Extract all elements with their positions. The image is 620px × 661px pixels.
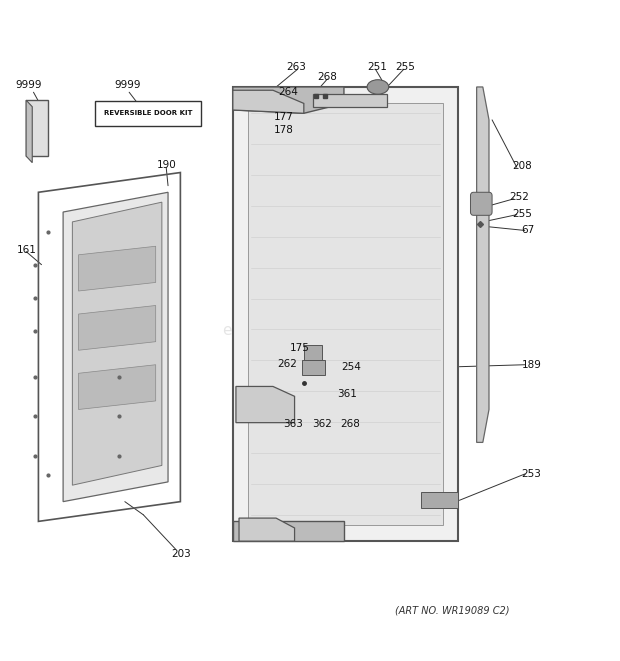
- Text: 203: 203: [172, 549, 192, 559]
- Polygon shape: [236, 387, 294, 422]
- Text: 178: 178: [274, 126, 294, 136]
- Text: 161: 161: [17, 245, 37, 255]
- Polygon shape: [79, 247, 156, 291]
- Bar: [248, 103, 443, 525]
- Text: 363: 363: [283, 419, 303, 429]
- Polygon shape: [233, 91, 304, 113]
- Text: 251: 251: [368, 62, 388, 72]
- Polygon shape: [63, 192, 168, 502]
- Polygon shape: [26, 100, 32, 163]
- Text: 264: 264: [278, 87, 298, 97]
- Text: 208: 208: [513, 161, 532, 171]
- FancyBboxPatch shape: [471, 192, 492, 215]
- Polygon shape: [79, 365, 156, 409]
- Text: 9999: 9999: [15, 80, 42, 90]
- Polygon shape: [233, 522, 344, 541]
- Polygon shape: [26, 100, 48, 156]
- Text: 67: 67: [521, 225, 535, 235]
- Polygon shape: [304, 345, 322, 360]
- Text: 253: 253: [521, 469, 542, 479]
- Text: 255: 255: [395, 62, 415, 72]
- FancyBboxPatch shape: [95, 100, 202, 126]
- Text: 9999: 9999: [114, 80, 141, 90]
- Text: REVERSIBLE DOOR KIT: REVERSIBLE DOOR KIT: [104, 110, 193, 116]
- Text: 262: 262: [277, 359, 297, 369]
- Text: 189: 189: [521, 360, 542, 369]
- Text: (ART NO. WR19089 C2): (ART NO. WR19089 C2): [395, 605, 509, 615]
- Text: 268: 268: [340, 419, 360, 429]
- Polygon shape: [239, 518, 294, 541]
- Text: 361: 361: [337, 389, 357, 399]
- Polygon shape: [79, 305, 156, 350]
- Polygon shape: [73, 202, 162, 485]
- Text: 190: 190: [157, 159, 177, 170]
- Text: 255: 255: [513, 209, 533, 219]
- Text: eeplacementParts.com: eeplacementParts.com: [222, 323, 398, 338]
- Text: 177: 177: [274, 112, 294, 122]
- Text: 252: 252: [510, 192, 529, 202]
- Bar: [233, 87, 458, 541]
- Text: 263: 263: [286, 62, 306, 72]
- Text: 254: 254: [341, 362, 361, 371]
- Polygon shape: [313, 94, 387, 106]
- Polygon shape: [421, 492, 458, 508]
- Polygon shape: [233, 87, 344, 113]
- Text: 268: 268: [317, 72, 337, 82]
- Text: 175: 175: [290, 343, 309, 353]
- Text: 362: 362: [312, 419, 332, 429]
- Polygon shape: [477, 87, 489, 442]
- Ellipse shape: [367, 80, 389, 95]
- Polygon shape: [302, 360, 326, 375]
